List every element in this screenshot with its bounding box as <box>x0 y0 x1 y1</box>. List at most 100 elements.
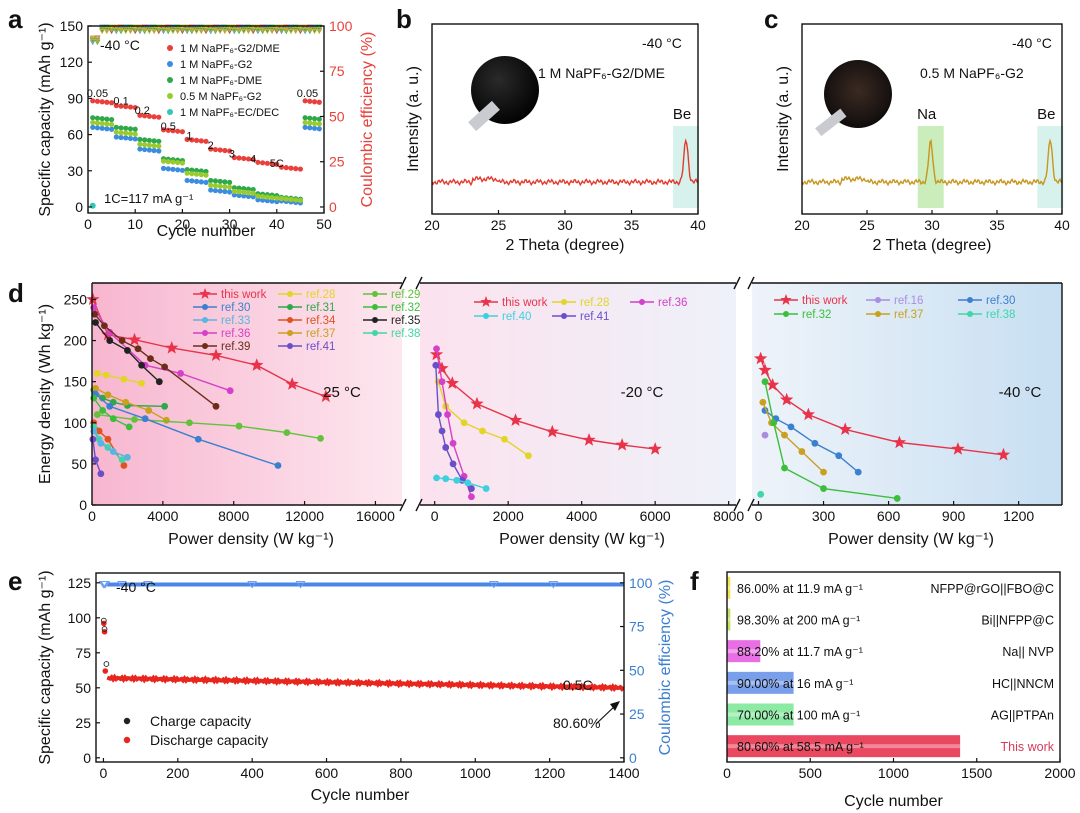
x-tick-label: 200 <box>166 765 190 781</box>
ce-marker <box>104 29 110 35</box>
data-point <box>449 460 457 468</box>
ce-marker <box>245 29 252 35</box>
series-line <box>93 430 128 458</box>
data-point <box>316 116 322 122</box>
data-point <box>433 474 440 482</box>
legend-marker <box>287 330 293 336</box>
data-point <box>442 444 450 451</box>
data-point <box>104 435 112 443</box>
data-point <box>113 103 119 109</box>
ce-marker <box>236 27 242 34</box>
x-tick-label: 1200 <box>1003 508 1034 524</box>
data-point <box>198 172 204 178</box>
data-point <box>236 155 242 161</box>
ce-marker <box>137 24 143 30</box>
data-point <box>811 439 819 447</box>
y-tick-label: 0 <box>83 750 91 766</box>
ce-marker <box>207 24 214 30</box>
data-point <box>142 142 148 148</box>
y-axis-label: Specific capacity (mAh g⁻¹) <box>37 22 54 216</box>
data-point <box>212 402 220 410</box>
data-point <box>184 170 190 176</box>
y-tick-label: 120 <box>60 54 84 70</box>
x-tick-label: 2000 <box>1044 765 1075 781</box>
plot-frame <box>95 572 625 763</box>
data-point <box>161 363 169 371</box>
data-point <box>231 188 237 194</box>
data-point <box>99 125 105 131</box>
x-tick-label: 25 <box>859 217 875 233</box>
axis-break <box>747 498 755 512</box>
data-point <box>186 419 193 427</box>
data-point <box>285 377 299 390</box>
data-point <box>260 193 266 200</box>
legend-text: ref.31 <box>306 302 335 314</box>
data-point <box>231 192 237 198</box>
legend-marker <box>372 291 378 297</box>
data-point <box>274 199 280 205</box>
data-point <box>250 190 256 196</box>
data-point <box>90 115 96 121</box>
data-point <box>193 178 200 184</box>
data-point <box>123 130 129 136</box>
bar-category-label: Na|| NVP <box>1002 645 1054 659</box>
x-tick-label: 800 <box>389 765 413 781</box>
panel-letter: f <box>690 566 699 596</box>
y2-tick-label: 100 <box>629 575 653 591</box>
ce-marker <box>118 27 124 34</box>
data-point <box>137 141 143 147</box>
ce-marker <box>292 29 299 35</box>
data-point <box>250 186 256 193</box>
data-point <box>132 131 138 137</box>
x-tick-label: 35 <box>624 217 640 233</box>
y-tick-label: 50 <box>71 456 87 472</box>
series-line <box>93 397 130 428</box>
data-point <box>99 407 107 414</box>
y-tick-label: 100 <box>64 415 88 431</box>
data-point <box>835 452 843 460</box>
data-point <box>227 179 233 185</box>
data-point <box>297 166 303 172</box>
ce-marker <box>273 26 280 33</box>
data-point <box>142 137 148 143</box>
data-point <box>245 156 252 162</box>
data-point <box>278 195 285 202</box>
data-point <box>132 136 138 142</box>
data-point <box>892 435 907 449</box>
data-point <box>170 166 176 172</box>
data-point <box>123 135 129 141</box>
data-point <box>311 125 318 131</box>
legend-marker <box>167 109 173 115</box>
bar-category-label: This work <box>1001 740 1055 754</box>
ce-marker <box>108 26 115 33</box>
data-point <box>146 142 152 148</box>
data-point <box>99 120 105 127</box>
legend-text: ref.33 <box>221 315 250 327</box>
bar-shine <box>727 744 961 749</box>
bar-shine <box>727 649 761 654</box>
data-point <box>102 668 109 674</box>
data-point <box>250 194 256 200</box>
subplot-background <box>752 283 1062 505</box>
panel-b: Be 20 25 30 35 40 2 Theta (degree) Intensity (a… <box>405 23 706 254</box>
x-tick-label: 1200 <box>534 765 565 781</box>
data-point <box>109 121 115 128</box>
data-point <box>319 389 333 403</box>
ce-marker <box>174 29 181 35</box>
x-axis-label: Cycle number <box>844 793 943 810</box>
legend-text: ref.36 <box>221 328 250 340</box>
x-tick-label: 0 <box>84 216 92 232</box>
bar-value-label: 90.00% at 16 mA g⁻¹ <box>737 677 853 691</box>
legend-text: 1 M NaPF₆-G2/DME <box>180 43 280 55</box>
data-point <box>132 126 138 132</box>
data-point <box>175 167 181 173</box>
data-point <box>165 127 171 133</box>
data-point <box>432 361 440 369</box>
data-point <box>118 134 124 141</box>
y-axis-label: Specific capacity (mAh g⁻¹) <box>37 570 54 764</box>
data-point <box>90 98 96 104</box>
ce-marker <box>100 581 111 589</box>
data-point <box>95 427 103 435</box>
ce-marker <box>89 35 96 41</box>
data-point <box>99 116 105 122</box>
